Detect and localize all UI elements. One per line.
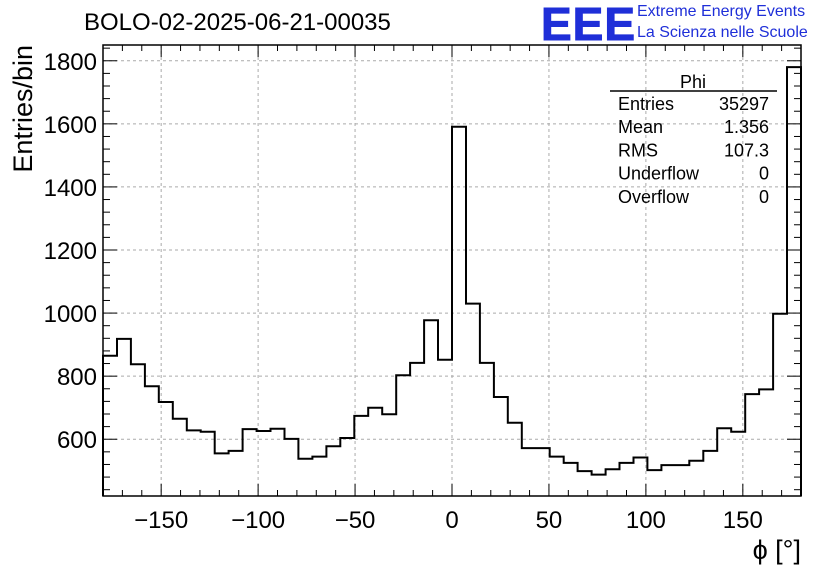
stats-label: Underflow [618, 164, 700, 184]
logo-line-2: La Scienza nelle Scuole [637, 24, 808, 41]
histogram-series-phi [102, 66, 802, 496]
stats-value: 0 [759, 187, 769, 207]
x-tick-label: 50 [536, 507, 563, 534]
y-tick-labels: 600 800 1000 1200 1400 1600 1800 [44, 49, 97, 454]
x-tick-label: 150 [723, 507, 763, 534]
y-tick-label: 1800 [44, 49, 97, 76]
x-tick-label: 100 [626, 507, 666, 534]
axis-ticks [102, 45, 802, 496]
y-tick-label: 800 [57, 364, 97, 391]
x-tick-label: −50 [335, 507, 376, 534]
x-tick-labels: −150 −100 −50 0 50 100 150 [134, 507, 763, 534]
y-tick-label: 1400 [44, 175, 97, 202]
y-tick-label: 600 [57, 427, 97, 454]
y-tick-label: 1600 [44, 112, 97, 139]
stats-label: RMS [618, 140, 658, 160]
stats-box: Phi Entries 35297 Mean 1.356 RMS 107.3 Underfl… [610, 72, 777, 207]
x-tick-label: −150 [134, 507, 188, 534]
stats-value: 107.3 [724, 140, 769, 160]
eee-logo: EEE [540, 0, 637, 51]
stats-value: 0 [759, 164, 769, 184]
logo-line-1: Extreme Energy Events [637, 3, 806, 20]
stats-label: Overflow [618, 187, 690, 207]
x-tick-label: −100 [231, 507, 285, 534]
x-tick-label: 0 [445, 507, 458, 534]
stats-label: Mean [618, 117, 663, 137]
page-title: BOLO-02-2025-06-21-00035 [84, 9, 391, 36]
y-tick-label: 1000 [44, 301, 97, 328]
stats-title: Phi [680, 72, 706, 92]
y-axis-title: Entries/bin [8, 45, 38, 173]
stats-value: 35297 [719, 94, 769, 114]
y-tick-label: 1200 [44, 238, 97, 265]
stats-value: 1.356 [724, 117, 769, 137]
stats-label: Entries [618, 94, 674, 114]
x-axis-title: ϕ [°] [753, 535, 801, 565]
